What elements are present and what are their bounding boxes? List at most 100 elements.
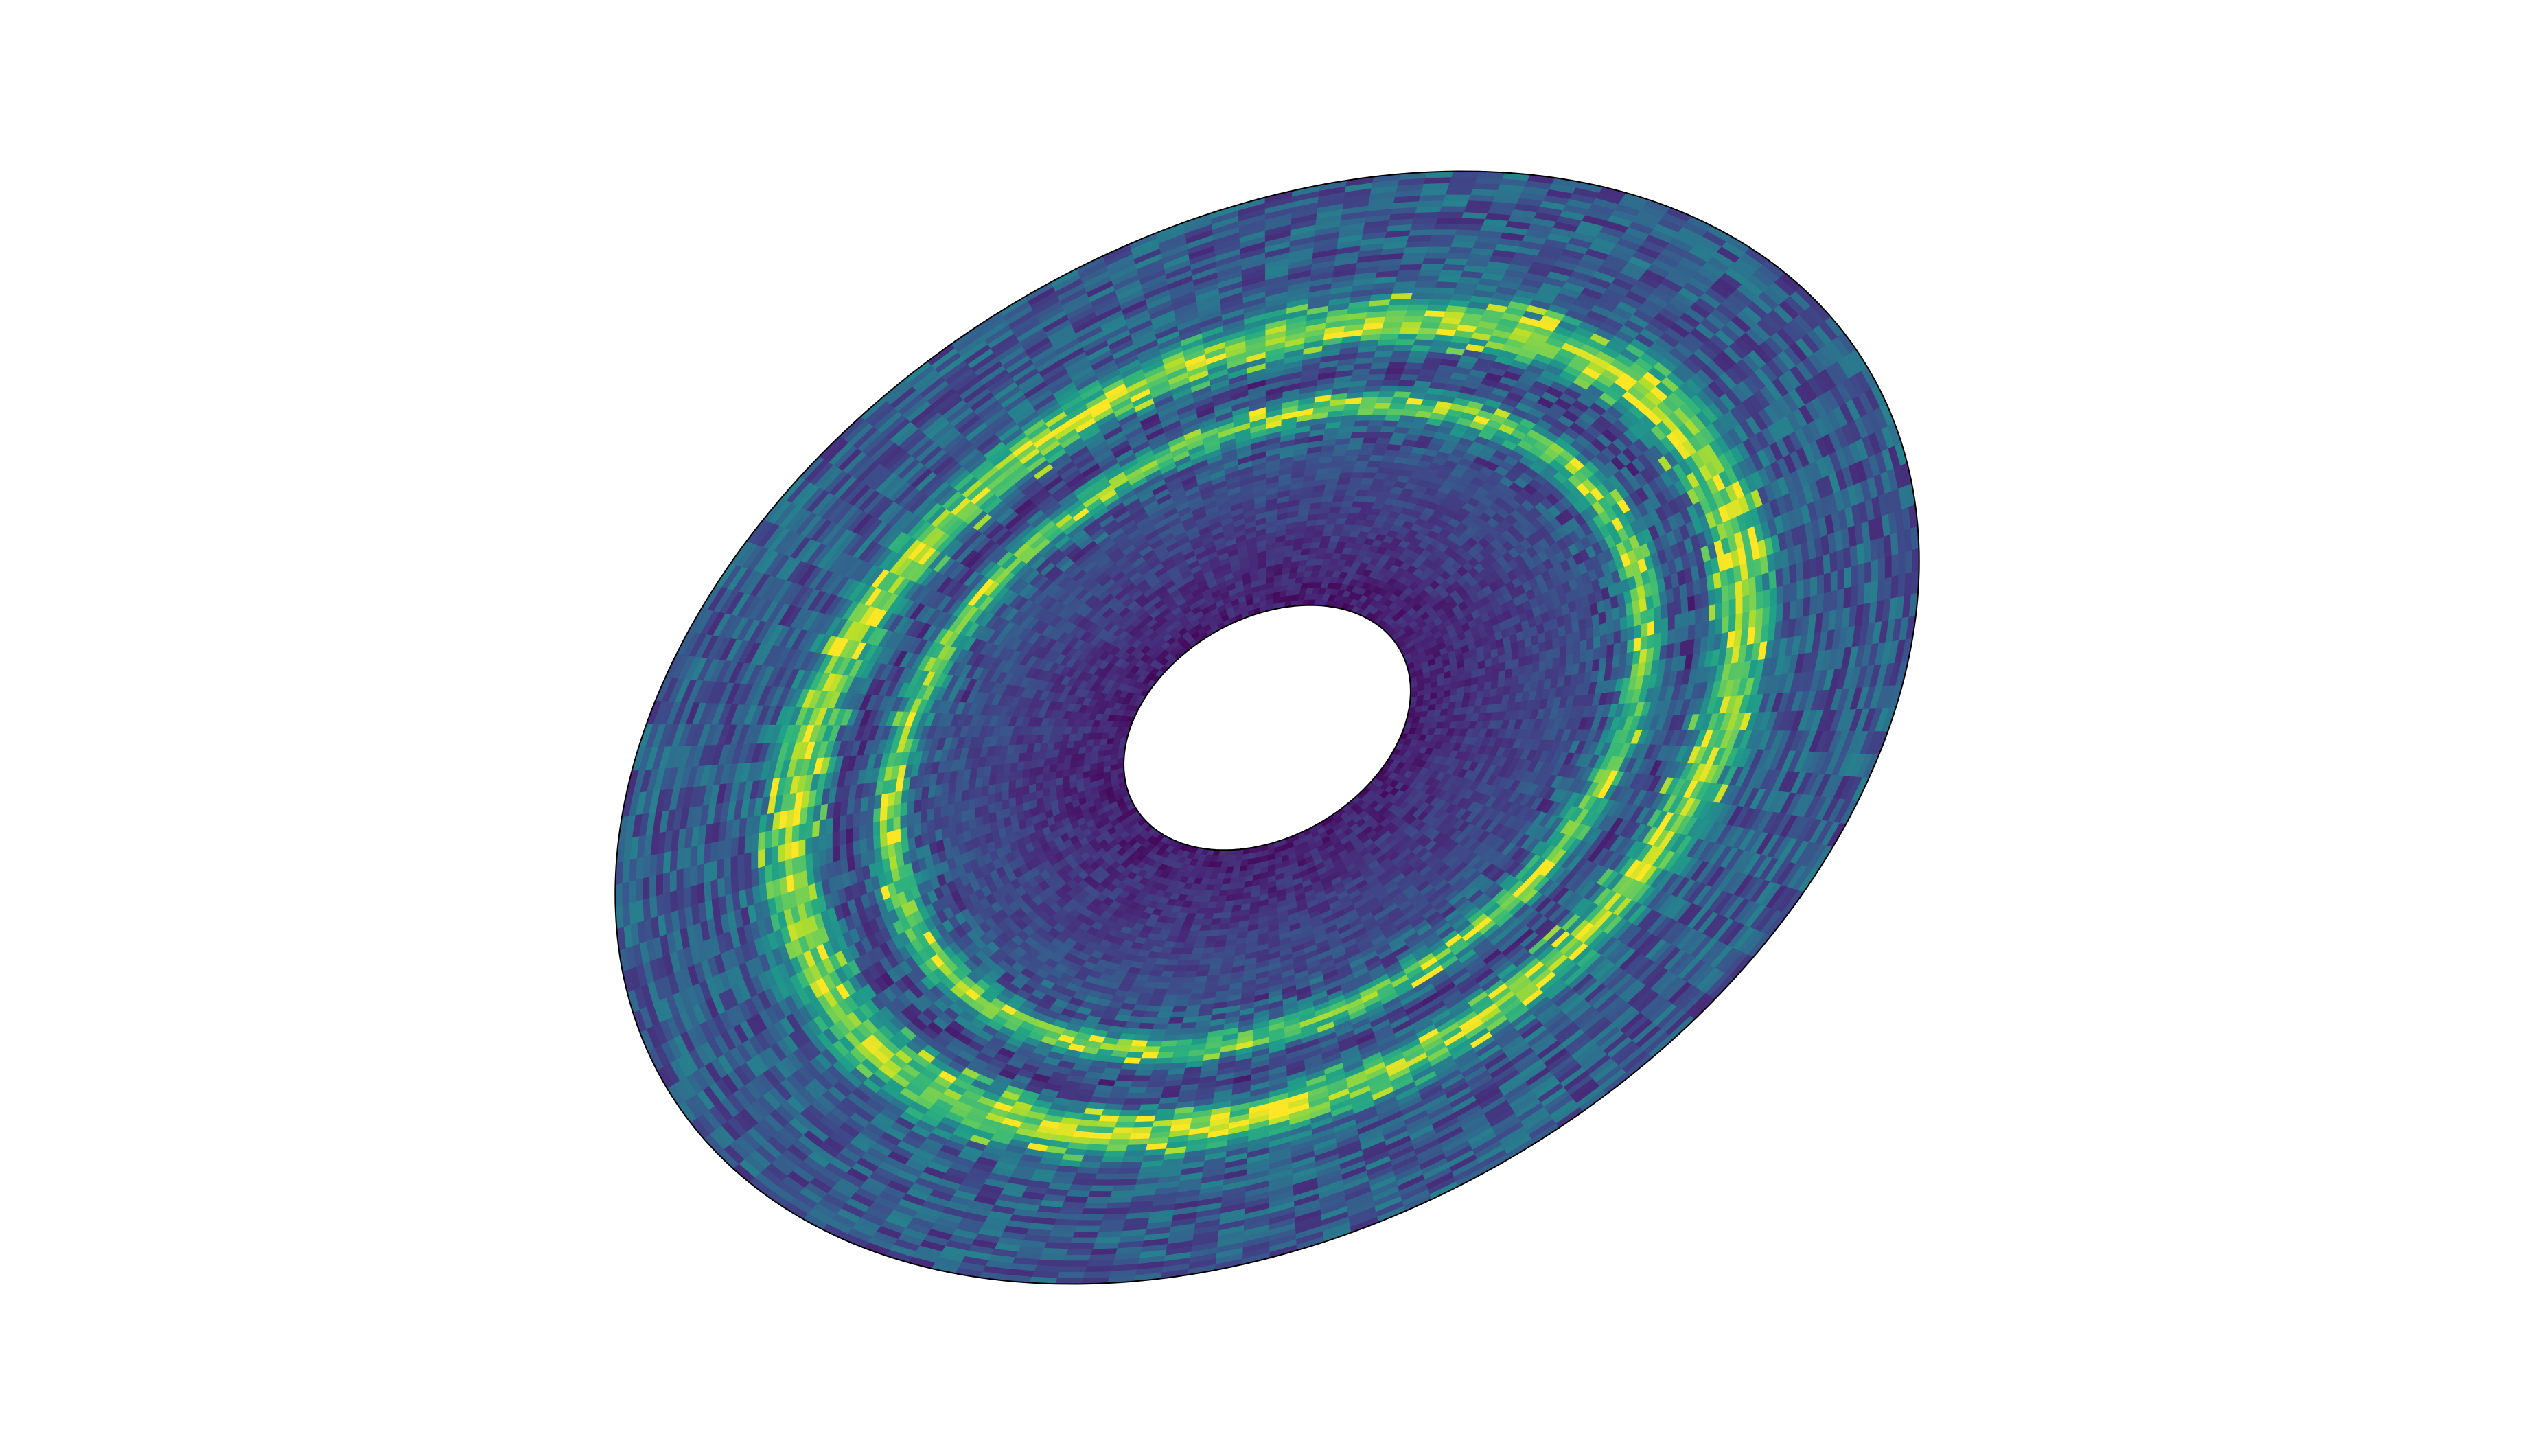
heatmap-cell (1339, 472, 1354, 479)
heatmap-cell (1619, 640, 1628, 655)
heatmap-cell (981, 794, 988, 807)
heatmap-cell (934, 806, 941, 820)
heatmap-cell (968, 777, 977, 790)
heatmap-cell (1330, 454, 1346, 463)
heatmap-cell (1559, 655, 1567, 668)
heatmap-cell (1160, 999, 1177, 1007)
heatmap-cell (899, 814, 907, 829)
heatmap-cell (1593, 636, 1601, 649)
heatmap-cell (947, 802, 955, 816)
heatmap-cell (1340, 466, 1355, 473)
heatmap-cell (940, 804, 948, 818)
heatmap-cell (988, 793, 995, 805)
heatmap-cell (1586, 626, 1594, 640)
heatmap-cell (1337, 477, 1352, 485)
heatmap-cell (1532, 652, 1540, 665)
heatmap-cell (1181, 976, 1196, 984)
heatmap-cell (1524, 672, 1533, 684)
heatmap-cell (906, 812, 914, 827)
heatmap-cell (934, 817, 942, 831)
heatmap-cell (1354, 419, 1371, 427)
heatmap-cell (1348, 437, 1365, 444)
heatmap-cell (1008, 779, 1017, 791)
heatmap-cell (1164, 1028, 1181, 1036)
heatmap-cell (981, 785, 989, 797)
heatmap-cell (1356, 454, 1372, 461)
heatmap-cell (934, 828, 943, 842)
heatmap-cell (1364, 431, 1381, 438)
heatmap-cell (1538, 660, 1547, 672)
heatmap-cell (1369, 414, 1387, 421)
heatmap-cell (1573, 641, 1581, 654)
heatmap-cell (1619, 616, 1628, 631)
heatmap-cell (995, 773, 1004, 785)
heatmap-cell (1538, 669, 1547, 682)
heatmap-cell (1342, 460, 1357, 467)
heatmap-cell (1179, 982, 1194, 989)
heatmap-cell (920, 809, 928, 824)
heatmap-cell (1140, 1017, 1157, 1024)
heatmap-cell (1200, 953, 1214, 960)
heatmap-cell (920, 820, 929, 835)
heatmap-cell (1147, 1035, 1165, 1041)
heatmap-cell (1518, 665, 1527, 676)
heatmap-cell (953, 811, 962, 825)
heatmap-cell (906, 824, 915, 840)
heatmap-cell (1042, 765, 1051, 774)
heatmap-cell (1572, 651, 1581, 665)
heatmap-cell (1552, 656, 1560, 669)
heatmap-cell (1375, 437, 1392, 445)
heatmap-cells (615, 171, 1919, 1284)
heatmap-cell (1329, 461, 1345, 468)
heatmap-cell (1343, 454, 1359, 461)
heatmap-cell (1504, 676, 1512, 687)
heatmap-cell (960, 809, 969, 823)
heatmap-cell (1380, 426, 1397, 433)
heatmap-cell (1188, 993, 1204, 1001)
heatmap-cell (1545, 668, 1553, 680)
heatmap-cell (1382, 419, 1400, 427)
heatmap-cell (1029, 767, 1037, 778)
heatmap-cell (1626, 638, 1635, 654)
heatmap-cell (1586, 649, 1594, 662)
heatmap-cell (995, 782, 1003, 794)
heatmap-cell (1558, 665, 1566, 678)
heatmap-cell (1149, 1029, 1167, 1036)
heatmap-cell (927, 819, 935, 833)
heatmap-cell (1035, 765, 1044, 776)
heatmap-cell (940, 793, 949, 807)
heatmap-cell (1171, 1005, 1188, 1013)
heatmap-cell (953, 801, 962, 814)
heatmap-cell (1325, 478, 1340, 485)
heatmap-cell (1545, 658, 1553, 671)
heatmap-cell (1572, 630, 1581, 644)
heatmap-cell (982, 775, 990, 787)
heatmap-cell (1022, 768, 1030, 779)
heatmap-cell (1613, 629, 1621, 645)
heatmap-cell (934, 794, 942, 809)
heatmap-cell (1156, 1011, 1172, 1019)
heatmap-cell (1015, 778, 1023, 789)
heatmap-cell (1580, 639, 1588, 653)
heatmap-cell (1355, 414, 1373, 421)
heatmap-cell (1558, 635, 1567, 648)
heatmap-cell (1483, 681, 1492, 691)
heatmap-cell (1606, 620, 1615, 635)
heatmap-cell (940, 815, 949, 829)
heatmap-cell (1345, 448, 1361, 456)
heatmap-cell (1565, 632, 1574, 646)
heatmap-cell (1599, 622, 1608, 636)
heatmap-cell (967, 798, 975, 811)
heatmap-cell (1477, 682, 1485, 692)
heatmap-cell (1612, 618, 1621, 633)
heatmap-cell (1626, 614, 1635, 629)
heatmap-cell (1137, 1022, 1155, 1030)
heatmap-cell (927, 796, 935, 810)
heatmap-cell (1579, 650, 1588, 664)
heatmap-cell (1384, 414, 1402, 421)
heatmap-cell (1591, 613, 1600, 627)
heatmap-cell (1198, 958, 1212, 966)
heatmap-cell (1620, 628, 1628, 643)
heatmap-cell (1360, 443, 1376, 450)
